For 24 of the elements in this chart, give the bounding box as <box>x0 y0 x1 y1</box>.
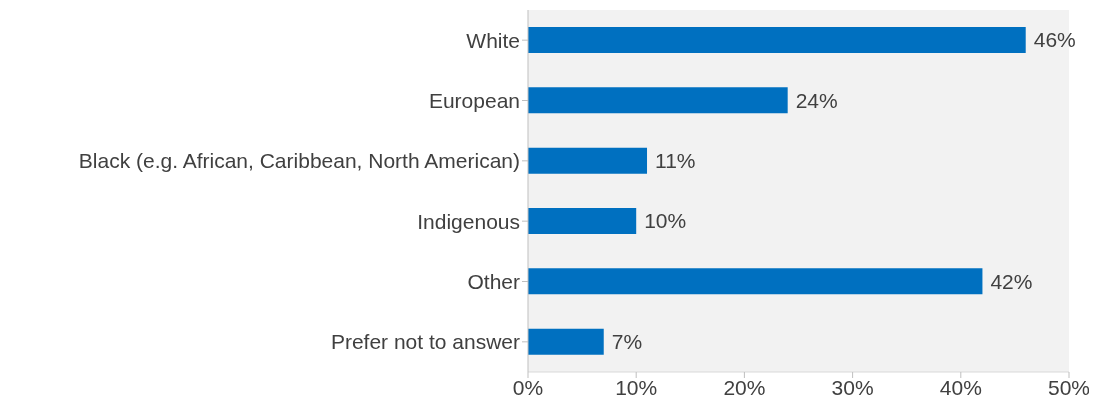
y-tick-label: Black (e.g. African, Caribbean, North American) <box>78 149 520 173</box>
data-label: 46% <box>1033 28 1076 52</box>
y-tick-label: Prefer not to answer <box>330 330 521 354</box>
x-tick-label: 40% <box>939 375 982 399</box>
data-label: 11% <box>655 149 696 173</box>
bar <box>528 208 637 234</box>
bar <box>528 328 604 355</box>
y-tick-label: White <box>466 28 520 52</box>
bar <box>528 147 648 174</box>
x-tick-label: 30% <box>831 375 874 399</box>
bar <box>528 87 788 114</box>
x-tick-label: 10% <box>615 375 658 399</box>
bar <box>528 27 1026 53</box>
data-label: 10% <box>644 209 687 233</box>
bar <box>528 268 983 295</box>
y-tick-label: European <box>428 88 520 112</box>
y-tick-label: Indigenous <box>417 209 520 233</box>
data-label: 7% <box>611 330 643 354</box>
data-label: 24% <box>795 88 838 112</box>
x-tick-label: 20% <box>723 375 766 399</box>
y-tick-label: Other <box>467 269 520 293</box>
x-tick-label: 50% <box>1047 375 1091 399</box>
x-tick-label: 0% <box>512 375 544 399</box>
data-label: 42% <box>990 269 1033 293</box>
